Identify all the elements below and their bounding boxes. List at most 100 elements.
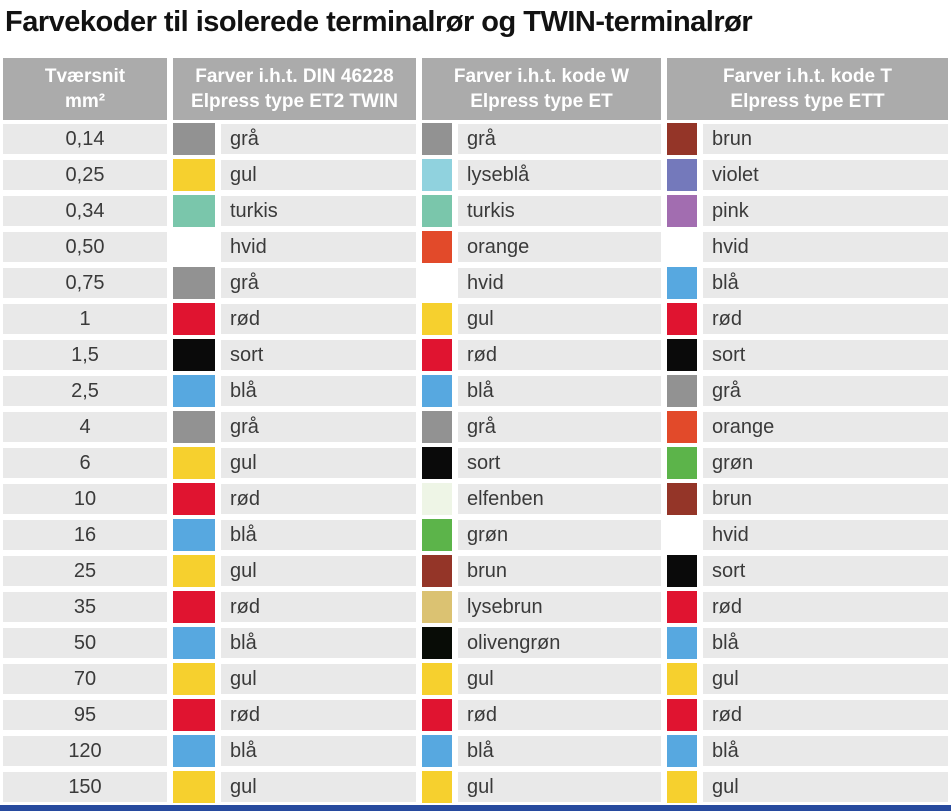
table-row: 70 gul gul gul [3,663,948,695]
din-color-cell: rød [173,699,416,731]
color-swatch [173,267,215,299]
kode-t-color-cell: sort [667,555,948,587]
color-name: sort [221,340,416,370]
size-value: 0,75 [3,268,167,298]
color-name: gul [221,556,416,586]
color-name: grå [221,124,416,154]
table-row: 4 grå grå orange [3,411,948,443]
kode-t-color-cell: orange [667,411,948,443]
color-name: blå [221,628,416,658]
kode-t-color-cell: rød [667,699,948,731]
color-swatch [173,627,215,659]
table-row: 25 gul brun sort [3,555,948,587]
kode-w-color-cell: lyseblå [422,159,661,191]
color-name: gul [703,772,948,802]
table-body: 0,14 grå grå brun 0,25 gul lyseblå viole… [3,123,948,803]
color-swatch [667,447,697,479]
color-swatch [667,483,697,515]
color-swatch [422,231,452,263]
size-value: 0,25 [3,160,167,190]
color-name: grå [221,268,416,298]
kode-t-color-cell: gul [667,663,948,695]
color-swatch [173,375,215,407]
color-swatch [667,735,697,767]
color-name: gul [221,772,416,802]
color-name: elfenben [458,484,661,514]
color-swatch [422,699,452,731]
table-row: 0,50 hvid orange hvid [3,231,948,263]
color-swatch [422,627,452,659]
page-title: Farvekoder til isolerede terminalrør og … [5,6,753,38]
color-swatch [667,195,697,227]
size-value: 0,50 [3,232,167,262]
size-value: 120 [3,736,167,766]
kode-w-color-cell: olivengrøn [422,627,661,659]
header-line2: Elpress type ET2 TWIN [191,91,398,112]
kode-t-color-cell: rød [667,591,948,623]
color-name: blå [458,376,661,406]
bottom-rule [0,805,951,811]
kode-t-color-cell: grøn [667,447,948,479]
table-row: 0,75 grå hvid blå [3,267,948,299]
table-row: 0,14 grå grå brun [3,123,948,155]
color-swatch [422,519,452,551]
color-name: turkis [221,196,416,226]
header-cross-section: Tværsnit mm² [3,58,167,120]
din-color-cell: gul [173,159,416,191]
color-swatch [422,483,452,515]
color-name: gul [458,664,661,694]
color-swatch [173,555,215,587]
color-name: rød [221,700,416,730]
kode-t-color-cell: rød [667,303,948,335]
color-name: grå [221,412,416,442]
color-swatch [173,483,215,515]
color-name: hvid [221,232,416,262]
kode-t-color-cell: blå [667,735,948,767]
din-color-cell: rød [173,591,416,623]
color-name: blå [703,628,948,658]
color-swatch [667,627,697,659]
kode-w-color-cell: lysebrun [422,591,661,623]
din-color-cell: blå [173,519,416,551]
kode-w-color-cell: rød [422,699,661,731]
kode-w-color-cell: elfenben [422,483,661,515]
color-swatch [422,555,452,587]
header-line2: Elpress type ET [470,91,613,112]
color-swatch [422,195,452,227]
color-code-table-header: Tværsnit mm² Farver i.h.t. DIN 46228 Elp… [3,58,948,120]
header-line1: Farver i.h.t. DIN 46228 [195,66,394,87]
size-value: 1,5 [3,340,167,370]
color-swatch [422,123,452,155]
color-swatch [422,375,452,407]
color-swatch [422,663,452,695]
header-line1: Farver i.h.t. kode W [453,66,630,87]
kode-t-color-cell: brun [667,123,948,155]
kode-w-color-cell: grå [422,411,661,443]
color-swatch [173,411,215,443]
color-name: sort [703,340,948,370]
kode-t-color-cell: sort [667,339,948,371]
table-row: 10 rød elfenben brun [3,483,948,515]
table-row: 1,5 sort rød sort [3,339,948,371]
table-row: 120 blå blå blå [3,735,948,767]
color-swatch [667,303,697,335]
color-swatch [173,159,215,191]
kode-w-color-cell: sort [422,447,661,479]
kode-t-color-cell: grå [667,375,948,407]
header-kode-t: Farver i.h.t. kode T Elpress type ETT [667,58,948,120]
color-swatch [173,771,215,803]
color-swatch [173,123,215,155]
header-kode-w: Farver i.h.t. kode W Elpress type ET [422,58,661,120]
kode-t-color-cell: violet [667,159,948,191]
color-name: brun [458,556,661,586]
kode-w-color-cell: hvid [422,267,661,299]
color-name: grå [703,376,948,406]
color-name: rød [458,340,661,370]
color-swatch [422,159,452,191]
color-name: gul [221,664,416,694]
color-swatch [667,519,697,551]
table-row: 6 gul sort grøn [3,447,948,479]
color-swatch [667,663,697,695]
color-name: grå [458,412,661,442]
